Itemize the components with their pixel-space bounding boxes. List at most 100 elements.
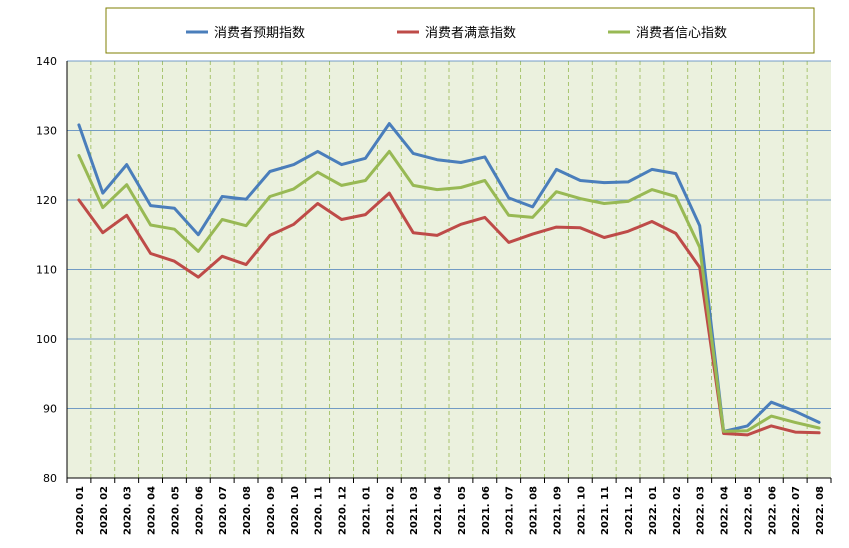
- data-point: [507, 241, 510, 244]
- data-point: [626, 180, 630, 184]
- x-tick-label: 2022. 04: [720, 486, 731, 535]
- data-point: [221, 255, 224, 258]
- data-point: [603, 181, 606, 184]
- data-point: [101, 231, 105, 234]
- data-point: [340, 163, 343, 166]
- x-tick-label: 2022. 01: [648, 486, 659, 535]
- data-point: [770, 414, 773, 418]
- data-point: [125, 183, 128, 186]
- data-point: [770, 424, 773, 428]
- data-point: [244, 263, 248, 266]
- data-point: [364, 157, 367, 160]
- x-tick-label: 2020. 05: [170, 486, 181, 535]
- data-point: [173, 207, 176, 210]
- x-tick-label: 2020. 10: [290, 486, 301, 535]
- data-point: [555, 190, 558, 193]
- series-line-1: [77, 122, 821, 433]
- x-tick-label: 2021. 08: [529, 486, 540, 535]
- x-tick-label: 2022. 03: [696, 486, 707, 535]
- series-line-2: [77, 191, 821, 437]
- data-point: [77, 123, 81, 127]
- data-point: [722, 430, 725, 433]
- data-point: [340, 218, 343, 221]
- data-point: [77, 198, 81, 202]
- data-point: [435, 234, 439, 237]
- data-point: [817, 421, 821, 424]
- data-point: [412, 152, 415, 155]
- data-point: [412, 184, 415, 187]
- data-point: [244, 224, 248, 227]
- data-point: [746, 433, 749, 437]
- x-tick-label: 2020. 08: [242, 486, 253, 535]
- x-tick-label: 2022. 05: [743, 486, 754, 535]
- data-point: [459, 186, 463, 189]
- data-point: [268, 195, 272, 198]
- legend-entry: 消费者满意指数: [425, 25, 516, 41]
- x-tick-label: 2020. 06: [194, 486, 205, 535]
- data-point: [650, 168, 654, 171]
- x-tick-label: 2021. 04: [433, 486, 444, 535]
- x-tick-label: 2020. 11: [314, 486, 325, 535]
- y-tick-label: 80: [43, 472, 57, 485]
- x-tick-label: 2021. 09: [552, 486, 563, 535]
- data-point: [197, 275, 200, 279]
- data-point: [268, 234, 272, 237]
- data-point: [459, 223, 463, 226]
- x-tick-label: 2020. 09: [266, 486, 277, 535]
- data-point: [722, 432, 725, 435]
- data-point: [650, 220, 654, 223]
- x-tick-label: 2020. 04: [147, 486, 158, 535]
- data-point: [101, 191, 105, 195]
- data-point: [412, 231, 415, 234]
- x-tick-label: 2021. 06: [481, 486, 492, 535]
- data-point: [483, 216, 486, 219]
- data-point: [388, 150, 391, 153]
- data-point: [316, 202, 319, 205]
- data-point: [268, 170, 272, 173]
- x-tick-label: 2020. 02: [99, 486, 110, 535]
- x-tick-label: 2021. 03: [409, 486, 420, 535]
- data-point: [197, 250, 200, 253]
- data-point: [531, 216, 534, 219]
- data-point: [101, 206, 105, 209]
- data-point: [626, 200, 630, 203]
- legend-box: [105, 7, 815, 54]
- y-tick-label: 90: [43, 403, 57, 416]
- data-point: [125, 163, 128, 166]
- data-point: [579, 226, 582, 229]
- data-point: [603, 202, 606, 205]
- plot-area: 80 90 100 110 120 130 140 2020. 01 2020. 02 2020.…: [36, 55, 832, 535]
- data-point: [579, 179, 582, 182]
- y-tick-label: 140: [36, 55, 57, 68]
- data-point: [388, 122, 391, 125]
- x-tick-label: 2020. 01: [75, 486, 86, 535]
- data-point: [626, 230, 630, 233]
- x-tick-label: 2020. 03: [123, 486, 134, 535]
- data-point: [340, 184, 343, 187]
- data-point: [507, 196, 510, 200]
- x-tick-label: 2021. 12: [624, 486, 635, 535]
- x-tick-label: 2022. 06: [767, 486, 778, 535]
- x-tick-label: 2022. 08: [815, 486, 826, 535]
- data-point: [817, 431, 821, 434]
- data-point: [197, 233, 200, 236]
- data-point: [316, 150, 319, 153]
- data-point: [507, 214, 510, 217]
- x-tick-label: 2021. 10: [576, 486, 587, 535]
- data-point: [149, 204, 152, 207]
- data-point: [483, 179, 486, 182]
- data-point: [579, 197, 582, 200]
- data-point: [459, 161, 463, 164]
- data-point: [794, 421, 797, 424]
- data-point: [173, 260, 176, 263]
- data-point: [698, 266, 701, 269]
- data-point: [244, 198, 248, 201]
- y-tick-label: 110: [36, 264, 57, 277]
- data-point: [435, 188, 439, 191]
- data-point: [531, 205, 534, 209]
- data-point: [603, 236, 606, 239]
- data-point: [292, 223, 295, 226]
- data-point: [364, 179, 367, 182]
- data-point: [770, 401, 773, 404]
